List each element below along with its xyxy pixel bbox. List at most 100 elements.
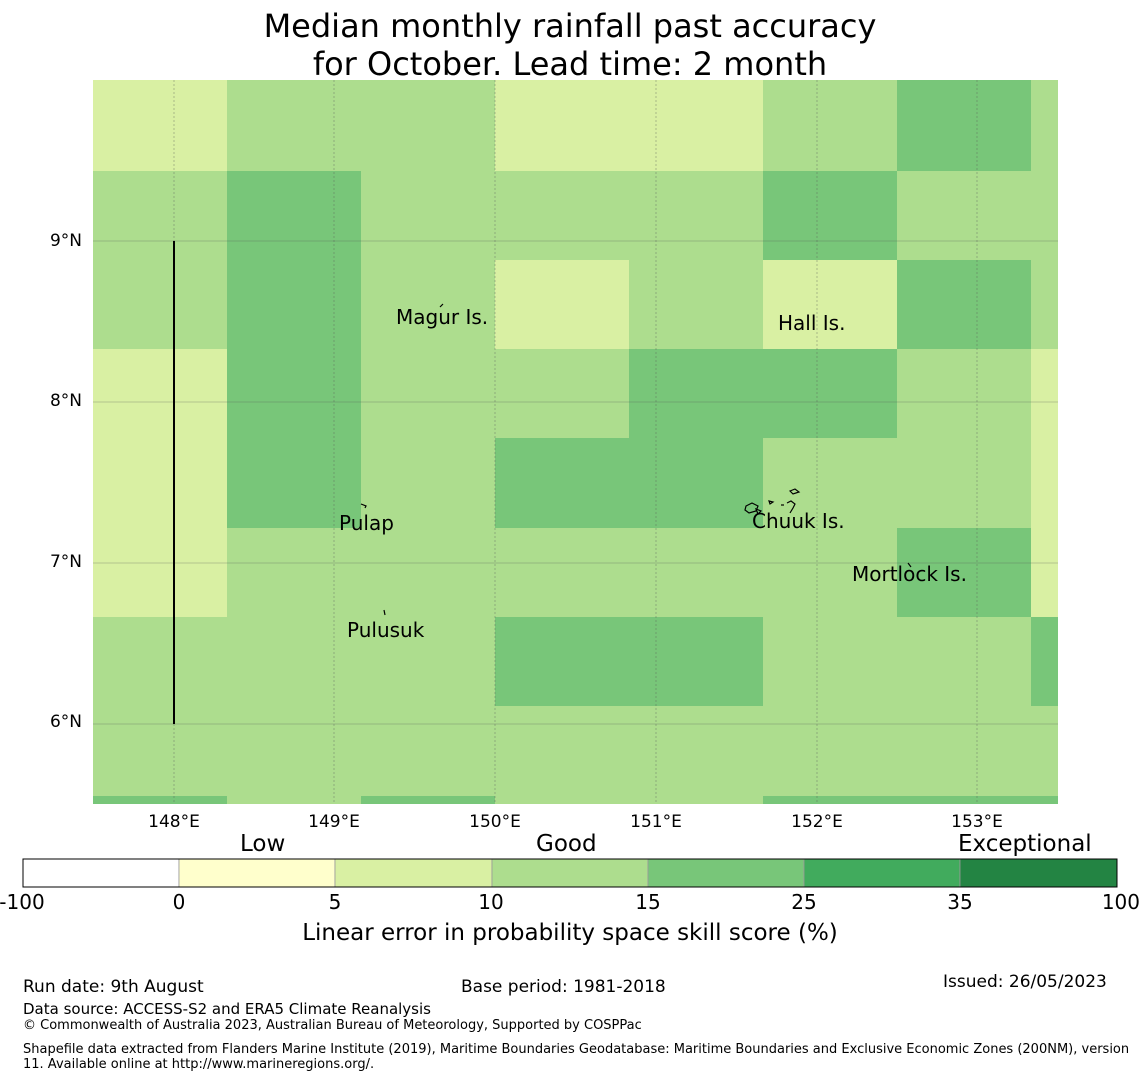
grid-cell <box>897 80 1031 171</box>
grid-cell <box>897 528 1031 617</box>
grid-cell <box>227 796 361 804</box>
grid-cell <box>93 349 227 438</box>
grid-cell <box>93 528 227 617</box>
grid-cell <box>227 617 361 706</box>
colorbar-axis-label: Linear error in probability space skill … <box>302 920 838 946</box>
grid-cell <box>361 796 495 804</box>
grid-cell <box>1031 349 1058 438</box>
lon-label-149e: 149°E <box>308 812 360 832</box>
grid-cell <box>361 706 495 796</box>
grid-cell <box>93 171 227 260</box>
grid-cell <box>227 349 361 438</box>
grid-cell <box>629 349 763 438</box>
grid-cell <box>495 706 629 796</box>
mortlock-island-shape <box>907 562 912 568</box>
grid-cell <box>93 796 227 804</box>
grid-cell <box>897 438 1031 528</box>
grid-cell <box>1031 796 1058 804</box>
grid-cell <box>897 260 1031 349</box>
grid-cell <box>763 438 897 528</box>
grid-cell <box>1031 438 1058 528</box>
grid-cell <box>93 80 227 171</box>
place-label-pulusuk: Pulusuk <box>347 618 425 642</box>
grid-cell <box>93 706 227 796</box>
colorbar-segment <box>178 858 336 888</box>
colorbar-tick: -100 <box>0 890 45 914</box>
grid-cell <box>1031 80 1058 171</box>
lon-label-148e: 148°E <box>148 812 200 832</box>
map-title-line-1: Median monthly rainfall past accuracy <box>263 7 877 45</box>
lat-label-8n: 8°N <box>49 391 82 411</box>
shapefile-credit: Shapefile data extracted from Flanders M… <box>23 1042 1130 1072</box>
grid-cell <box>629 528 763 617</box>
grid-cell <box>629 80 763 171</box>
chuuk-island-shape <box>744 488 801 516</box>
lon-label-153e: 153°E <box>951 812 1003 832</box>
colorbar-tick: 10 <box>478 890 504 914</box>
grid-cell <box>897 171 1031 260</box>
place-label-magur: Magur Is. <box>396 305 489 329</box>
grid-cell <box>1031 706 1058 796</box>
grid-cell <box>1031 617 1058 706</box>
place-label-chuuk: Chuuk Is. <box>752 509 845 533</box>
grid-cell <box>495 528 629 617</box>
place-label-mortlock: Mortlock Is. <box>852 562 967 586</box>
colorbar-category-good: Good <box>536 831 597 857</box>
grid-cell <box>361 349 495 438</box>
grid-cell <box>763 796 897 804</box>
colorbar-tick: 5 <box>328 890 342 914</box>
colorbar-tick: 0 <box>172 890 186 914</box>
grid-cell <box>1031 260 1058 349</box>
grid-cell <box>227 171 361 260</box>
grid-cell <box>93 260 227 349</box>
grid-cell <box>629 706 763 796</box>
run-date: Run date: 9th August <box>23 977 204 997</box>
grid-cell <box>361 438 495 528</box>
grid-cell <box>763 706 897 796</box>
copyright: © Commonwealth of Australia 2023, Austra… <box>23 1018 642 1033</box>
grid-cell <box>227 80 361 171</box>
grid-cell <box>763 171 897 260</box>
grid-cell <box>629 438 763 528</box>
island-outlines <box>360 303 912 616</box>
colorbar-segment <box>803 858 961 888</box>
colorbar-tick: 15 <box>635 890 661 914</box>
magur-island-shape <box>439 303 444 308</box>
grid-cell <box>227 528 361 617</box>
grid-cell <box>763 528 897 617</box>
lat-label-6n: 6°N <box>49 712 82 732</box>
lon-label-152e: 152°E <box>791 812 843 832</box>
grid-cell <box>495 260 629 349</box>
grid-cell <box>361 171 495 260</box>
lon-label-150e: 150°E <box>469 812 521 832</box>
grid-cell <box>495 617 629 706</box>
grid-cell <box>495 80 629 171</box>
grid-cell <box>93 617 227 706</box>
grid-cell <box>495 438 629 528</box>
grid-cell <box>227 706 361 796</box>
grid-cell <box>227 438 361 528</box>
colorbar-category-exceptional: Exceptional <box>958 831 1092 857</box>
colorbar-tick: 35 <box>947 890 973 914</box>
graticule <box>93 80 1058 804</box>
place-label-hall: Hall Is. <box>778 311 846 335</box>
grid-cell <box>763 80 897 171</box>
pulap-island-shape <box>360 503 367 509</box>
grid-cell <box>629 171 763 260</box>
grid-cell <box>361 528 495 617</box>
colorbar-segment <box>647 858 805 888</box>
grid-cell <box>227 260 361 349</box>
grid-cell <box>763 349 897 438</box>
colorbar <box>22 858 1118 888</box>
colorbar-segment <box>491 858 649 888</box>
grid-cell <box>629 796 763 804</box>
grid-cell <box>495 171 629 260</box>
grid-cell <box>897 796 1031 804</box>
issued-date: Issued: 26/05/2023 <box>943 972 1107 992</box>
skill-grid <box>93 80 1058 804</box>
colorbar-frame <box>22 858 1118 888</box>
lon-label-151e: 151°E <box>630 812 682 832</box>
grid-cell <box>361 617 495 706</box>
map-title-line-2: for October. Lead time: 2 month <box>312 45 828 83</box>
colorbar-tick: 25 <box>791 890 817 914</box>
